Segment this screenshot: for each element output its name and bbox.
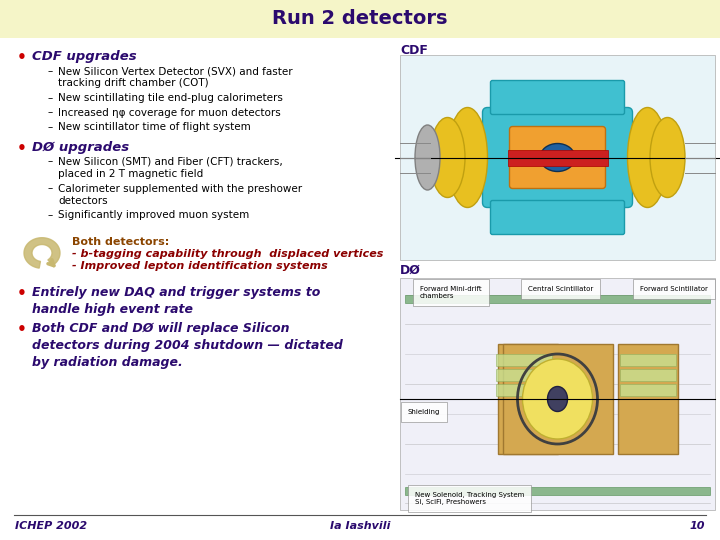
Text: DØ: DØ <box>400 264 421 277</box>
Ellipse shape <box>628 107 667 207</box>
Text: –: – <box>48 93 53 103</box>
Bar <box>400 278 715 510</box>
Bar <box>619 384 675 396</box>
Text: Forward Mini-drift
chambers: Forward Mini-drift chambers <box>420 286 482 299</box>
Text: –: – <box>48 184 53 193</box>
Bar <box>495 369 552 381</box>
Text: DØ upgrades: DØ upgrades <box>32 140 129 153</box>
Bar <box>405 295 710 302</box>
Text: •: • <box>17 140 27 156</box>
Bar <box>400 55 715 260</box>
Polygon shape <box>24 238 60 268</box>
Bar <box>618 344 678 454</box>
Bar <box>495 354 552 366</box>
Text: New Silicon (SMT) and Fiber (CFT) trackers,
placed in 2 T magnetic field: New Silicon (SMT) and Fiber (CFT) tracke… <box>58 157 283 179</box>
Bar <box>498 344 557 454</box>
Text: Shielding: Shielding <box>408 409 441 415</box>
Text: CDF: CDF <box>400 44 428 57</box>
FancyBboxPatch shape <box>510 126 606 188</box>
Text: Both CDF and DØ will replace Silicon
detectors during 2004 shutdown — dictated
b: Both CDF and DØ will replace Silicon det… <box>32 322 343 369</box>
Text: Significantly improved muon system: Significantly improved muon system <box>58 211 249 220</box>
Bar <box>0 0 720 38</box>
Ellipse shape <box>415 125 440 190</box>
Text: –: – <box>48 66 53 76</box>
Text: New scintillating tile end-plug calorimeters: New scintillating tile end-plug calorime… <box>58 93 283 103</box>
Bar <box>508 150 608 165</box>
Text: Forward Scintillator: Forward Scintillator <box>640 286 708 292</box>
Bar <box>619 354 675 366</box>
Text: New scintillator time of flight system: New scintillator time of flight system <box>58 122 251 132</box>
Bar <box>495 384 552 396</box>
Text: Increased ηφ coverage for muon detectors: Increased ηφ coverage for muon detectors <box>58 107 281 118</box>
Text: Central Scintillator: Central Scintillator <box>528 286 593 292</box>
Text: Calorimeter supplemented with the preshower
detectors: Calorimeter supplemented with the presho… <box>58 184 302 206</box>
Ellipse shape <box>540 144 575 172</box>
Ellipse shape <box>523 359 593 439</box>
Text: ICHEP 2002: ICHEP 2002 <box>15 521 87 531</box>
Text: Run 2 detectors: Run 2 detectors <box>272 10 448 29</box>
FancyBboxPatch shape <box>490 80 624 114</box>
Text: 10: 10 <box>690 521 705 531</box>
Text: - Improved lepton identification systems: - Improved lepton identification systems <box>72 261 328 271</box>
Ellipse shape <box>547 387 567 411</box>
Text: •: • <box>17 286 27 301</box>
Ellipse shape <box>650 118 685 198</box>
FancyBboxPatch shape <box>490 200 624 234</box>
Text: –: – <box>48 107 53 118</box>
Ellipse shape <box>430 118 465 198</box>
Text: New Solenoid, Tracking System
Si, SciFi, Preshowers: New Solenoid, Tracking System Si, SciFi,… <box>415 492 524 505</box>
Ellipse shape <box>448 107 487 207</box>
Text: •: • <box>17 322 27 337</box>
Text: CDF upgrades: CDF upgrades <box>32 50 137 63</box>
Text: Ia Iashvili: Ia Iashvili <box>330 521 390 531</box>
Text: Both detectors:: Both detectors: <box>72 237 169 247</box>
Text: –: – <box>48 122 53 132</box>
Text: - b-tagging capability through  displaced vertices: - b-tagging capability through displaced… <box>72 249 383 259</box>
Text: –: – <box>48 211 53 220</box>
Text: New Silicon Vertex Detector (SVX) and faster
tracking drift chamber (COT): New Silicon Vertex Detector (SVX) and fa… <box>58 66 292 89</box>
Text: Entirely new DAQ and trigger systems to
handle high event rate: Entirely new DAQ and trigger systems to … <box>32 286 320 316</box>
FancyBboxPatch shape <box>482 107 632 207</box>
Bar <box>503 344 613 454</box>
Bar <box>619 369 675 381</box>
Bar <box>405 487 710 495</box>
Text: •: • <box>17 50 27 65</box>
Text: –: – <box>48 157 53 166</box>
